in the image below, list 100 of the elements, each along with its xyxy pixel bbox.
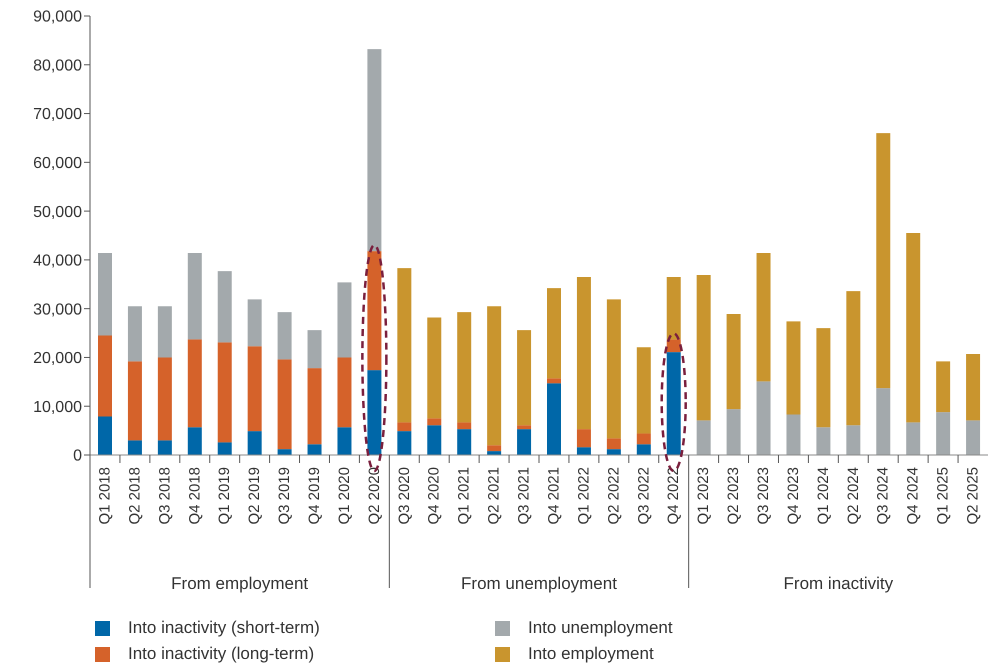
y-tick-label: 60,000 xyxy=(33,155,82,172)
bar xyxy=(666,276,681,340)
bar xyxy=(188,253,202,340)
bar xyxy=(158,306,172,358)
y-tick-label: 30,000 xyxy=(33,301,82,318)
bar xyxy=(636,347,651,434)
bar xyxy=(876,388,890,455)
bar xyxy=(636,444,651,455)
bar xyxy=(218,271,232,342)
bar xyxy=(816,328,830,428)
bar xyxy=(966,420,980,455)
y-tick-label: 20,000 xyxy=(33,350,82,368)
bar xyxy=(576,276,591,430)
bar xyxy=(158,440,172,455)
legend-label: Into employment xyxy=(528,644,654,664)
bar xyxy=(936,412,950,455)
bar xyxy=(308,444,322,455)
bar xyxy=(158,357,172,440)
y-tick-label: 50,000 xyxy=(33,204,82,221)
x-tick-label: Q3 2020 xyxy=(396,467,413,525)
bar xyxy=(876,133,890,388)
bar xyxy=(308,368,322,444)
bar xyxy=(696,275,711,420)
x-tick-label: Q3 2019 xyxy=(276,467,294,525)
bar xyxy=(906,422,920,455)
bar xyxy=(457,312,472,422)
x-tick-label: Q3 2018 xyxy=(156,467,174,525)
bar xyxy=(308,330,322,368)
bar xyxy=(128,361,142,440)
y-tick-label: 10,000 xyxy=(33,398,82,416)
bar xyxy=(397,268,412,422)
bar xyxy=(98,335,112,416)
x-tick-label: Q3 2022 xyxy=(635,467,652,525)
bar xyxy=(786,321,800,415)
bar xyxy=(278,449,292,455)
bar xyxy=(487,445,502,452)
bar xyxy=(337,357,352,428)
x-tick-label: Q4 2019 xyxy=(306,467,323,525)
bar xyxy=(427,418,442,426)
x-tick-label: Q4 2023 xyxy=(784,467,802,525)
bar xyxy=(487,306,502,446)
y-tick-label: 40,000 xyxy=(33,252,82,270)
text: From employment xyxy=(171,574,308,593)
bar xyxy=(846,291,860,426)
bar xyxy=(457,422,472,430)
bar xyxy=(547,378,561,384)
x-tick-label: Q1 2022 xyxy=(575,467,592,525)
x-tick-label: Q3 2023 xyxy=(755,467,772,525)
bar xyxy=(397,422,412,432)
bar xyxy=(816,427,830,455)
y-tick-label: 70,000 xyxy=(33,106,82,124)
bar xyxy=(427,425,442,455)
bar xyxy=(367,49,382,252)
legend-label: Into unemployment xyxy=(528,618,673,638)
text: From inactivity xyxy=(784,574,894,593)
x-tick-label: Q2 2025 xyxy=(964,467,982,525)
x-tick-label: Q1 2018 xyxy=(96,467,114,525)
x-tick-label: Q4 2022 xyxy=(665,467,682,525)
bar xyxy=(367,251,382,370)
x-tick-label: Q1 2025 xyxy=(934,467,952,525)
legend-label: Into inactivity (long-term) xyxy=(128,644,314,664)
bar xyxy=(636,434,651,444)
bar xyxy=(397,431,412,455)
x-tick-label: Q3 2024 xyxy=(874,467,892,525)
bar xyxy=(547,288,561,378)
bar xyxy=(248,346,262,432)
bar xyxy=(966,354,980,420)
x-tick-label: Q2 2023 xyxy=(725,467,742,525)
x-tick-label: Q2 2022 xyxy=(605,467,622,525)
bar xyxy=(517,429,532,455)
x-tick-label: Q4 2020 xyxy=(426,467,443,525)
x-tick-label: Q4 2018 xyxy=(186,467,204,525)
x-tick-label: Q2 2019 xyxy=(246,467,264,525)
bar xyxy=(666,339,681,352)
y-tick-label: 0 xyxy=(73,448,82,465)
bar xyxy=(906,233,920,422)
bar xyxy=(218,342,232,442)
bar xyxy=(337,282,352,358)
x-tick-label: Q1 2023 xyxy=(695,467,712,525)
bar xyxy=(278,312,292,360)
bar xyxy=(188,427,202,455)
bar xyxy=(726,409,741,455)
bar xyxy=(248,431,262,455)
x-tick-label: Q2 2018 xyxy=(126,467,144,525)
bar xyxy=(218,442,232,455)
bar xyxy=(427,317,442,418)
bar xyxy=(936,361,950,412)
bar xyxy=(606,438,621,450)
text: From unemployment xyxy=(461,574,618,593)
bar xyxy=(606,449,621,455)
x-tick-label: Q2 2020 xyxy=(366,467,383,525)
x-tick-label: Q1 2024 xyxy=(814,467,832,525)
bar xyxy=(576,447,591,455)
x-tick-label: Q1 2020 xyxy=(336,467,353,525)
x-tick-label: Q1 2019 xyxy=(216,467,234,525)
bar xyxy=(666,352,681,455)
bar xyxy=(457,429,472,455)
x-tick-label: Q2 2024 xyxy=(844,467,862,525)
bar xyxy=(128,440,142,455)
bar xyxy=(606,299,621,438)
